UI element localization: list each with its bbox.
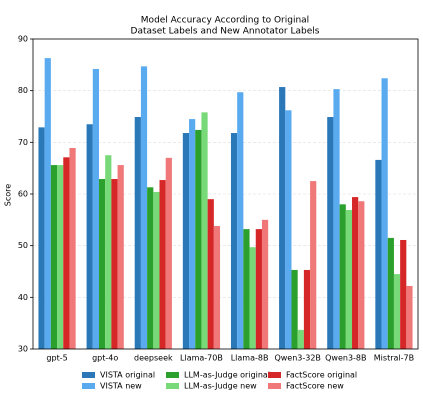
y-tick-label: 30 <box>18 345 28 354</box>
bar <box>297 329 304 349</box>
bar <box>375 159 382 349</box>
bar <box>147 187 154 349</box>
bar <box>159 180 166 349</box>
bar <box>182 133 190 349</box>
x-tick-label: Mistral-7B <box>374 354 414 363</box>
legend-swatch <box>82 383 95 389</box>
bar <box>134 117 141 350</box>
bar <box>86 124 93 349</box>
bar <box>201 112 208 349</box>
bar <box>249 247 256 349</box>
bar <box>38 127 45 349</box>
bar <box>339 204 346 349</box>
chart-title: Dataset Labels and New Annotator Labels <box>131 27 320 37</box>
x-tick-label: Qwen3-8B <box>325 354 366 363</box>
bar <box>207 199 214 349</box>
bar <box>243 229 250 349</box>
legend-swatch <box>268 383 281 389</box>
bar <box>303 269 311 349</box>
bar <box>140 66 148 349</box>
bar <box>387 237 394 349</box>
y-tick-label: 90 <box>18 35 28 44</box>
bar <box>57 165 64 349</box>
y-axis-label: Score <box>4 184 13 206</box>
bar <box>63 157 70 349</box>
bar <box>213 226 221 349</box>
bar <box>165 157 172 349</box>
legend-label: VISTA original <box>100 371 155 380</box>
bar <box>98 179 106 349</box>
bar <box>111 179 118 349</box>
bar <box>279 87 286 350</box>
legend-label: FactScore new <box>286 382 344 391</box>
x-tick-label: gpt-4o <box>92 354 118 363</box>
legend-swatch <box>166 372 179 378</box>
bar <box>105 155 112 349</box>
bar <box>237 92 244 349</box>
y-tick-label: 80 <box>18 86 28 95</box>
legend-label: VISTA new <box>100 382 142 391</box>
x-tick-label: Llama-70B <box>180 354 223 363</box>
x-tick-label: deepseek <box>134 354 173 363</box>
x-tick-label: Qwen3-32B <box>274 354 320 363</box>
bar <box>230 133 238 349</box>
legend-label: FactScore original <box>286 371 357 380</box>
bar <box>291 269 298 349</box>
legend-swatch <box>268 372 281 378</box>
y-tick-label: 70 <box>18 138 28 147</box>
bar <box>400 239 407 349</box>
bar <box>381 78 388 350</box>
bar <box>406 285 413 349</box>
legend-swatch <box>82 372 95 378</box>
bar <box>393 274 401 349</box>
legend-label: LLM-as-Judge new <box>184 382 257 391</box>
x-tick-label: Llama-8B <box>231 354 269 363</box>
bar <box>153 191 160 349</box>
bar <box>92 68 99 349</box>
x-tick-label: gpt-5 <box>46 354 67 363</box>
bar <box>310 181 317 349</box>
bar <box>44 58 51 349</box>
bar <box>345 210 353 349</box>
bar <box>333 89 340 349</box>
y-tick-label: 50 <box>18 241 28 250</box>
y-tick-label: 60 <box>18 190 28 199</box>
bar <box>285 110 292 349</box>
chart-title: Model Accuracy According to Original <box>141 16 309 26</box>
bar <box>327 117 334 350</box>
y-tick-label: 40 <box>18 293 28 302</box>
bar <box>255 229 262 349</box>
plot-frame <box>32 38 419 350</box>
bar <box>195 129 202 349</box>
bar <box>69 148 76 349</box>
bar <box>358 201 365 349</box>
bar <box>50 165 58 349</box>
bar <box>189 119 196 349</box>
bar <box>261 219 269 349</box>
bar <box>117 165 124 349</box>
legend-label: LLM-as-Judge original <box>184 371 270 380</box>
bar <box>352 197 359 349</box>
legend-swatch <box>166 383 179 389</box>
